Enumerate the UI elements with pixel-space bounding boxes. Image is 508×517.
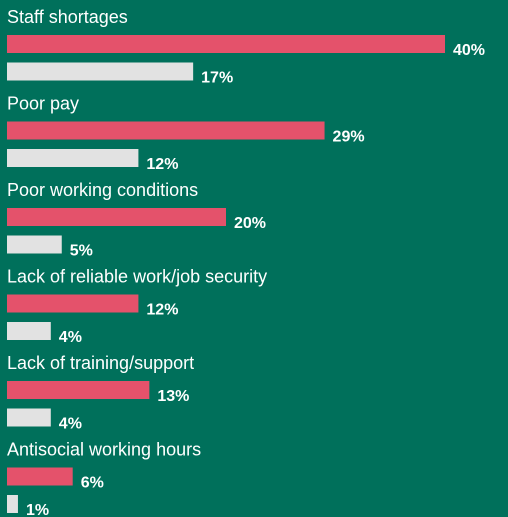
category-label: Lack of training/support xyxy=(7,353,194,373)
bar xyxy=(7,495,18,513)
value-label: 1% xyxy=(26,502,49,517)
bar xyxy=(7,62,194,81)
value-label: 12% xyxy=(146,156,178,173)
bar xyxy=(7,322,51,340)
value-label: 29% xyxy=(333,129,365,146)
bar xyxy=(7,294,139,313)
value-label: 5% xyxy=(70,243,93,260)
category-label: Poor pay xyxy=(7,93,79,113)
value-label: 12% xyxy=(146,302,178,319)
bar xyxy=(7,35,445,53)
bar xyxy=(7,467,73,486)
bar xyxy=(7,121,325,140)
category-label: Staff shortages xyxy=(7,7,128,27)
value-label: 6% xyxy=(81,475,104,492)
category-label: Poor working conditions xyxy=(7,180,198,200)
bar xyxy=(7,149,139,167)
category-label: Antisocial working hours xyxy=(7,439,201,459)
category-label: Lack of reliable work/job security xyxy=(7,266,267,286)
value-label: 20% xyxy=(234,215,266,232)
value-label: 13% xyxy=(157,388,189,405)
value-label: 40% xyxy=(453,42,485,59)
bar xyxy=(7,208,226,226)
value-label: 4% xyxy=(59,416,82,433)
value-label: 17% xyxy=(201,70,233,87)
bar xyxy=(7,408,51,427)
bar xyxy=(7,381,150,399)
bar xyxy=(7,235,62,254)
value-label: 4% xyxy=(59,329,82,346)
